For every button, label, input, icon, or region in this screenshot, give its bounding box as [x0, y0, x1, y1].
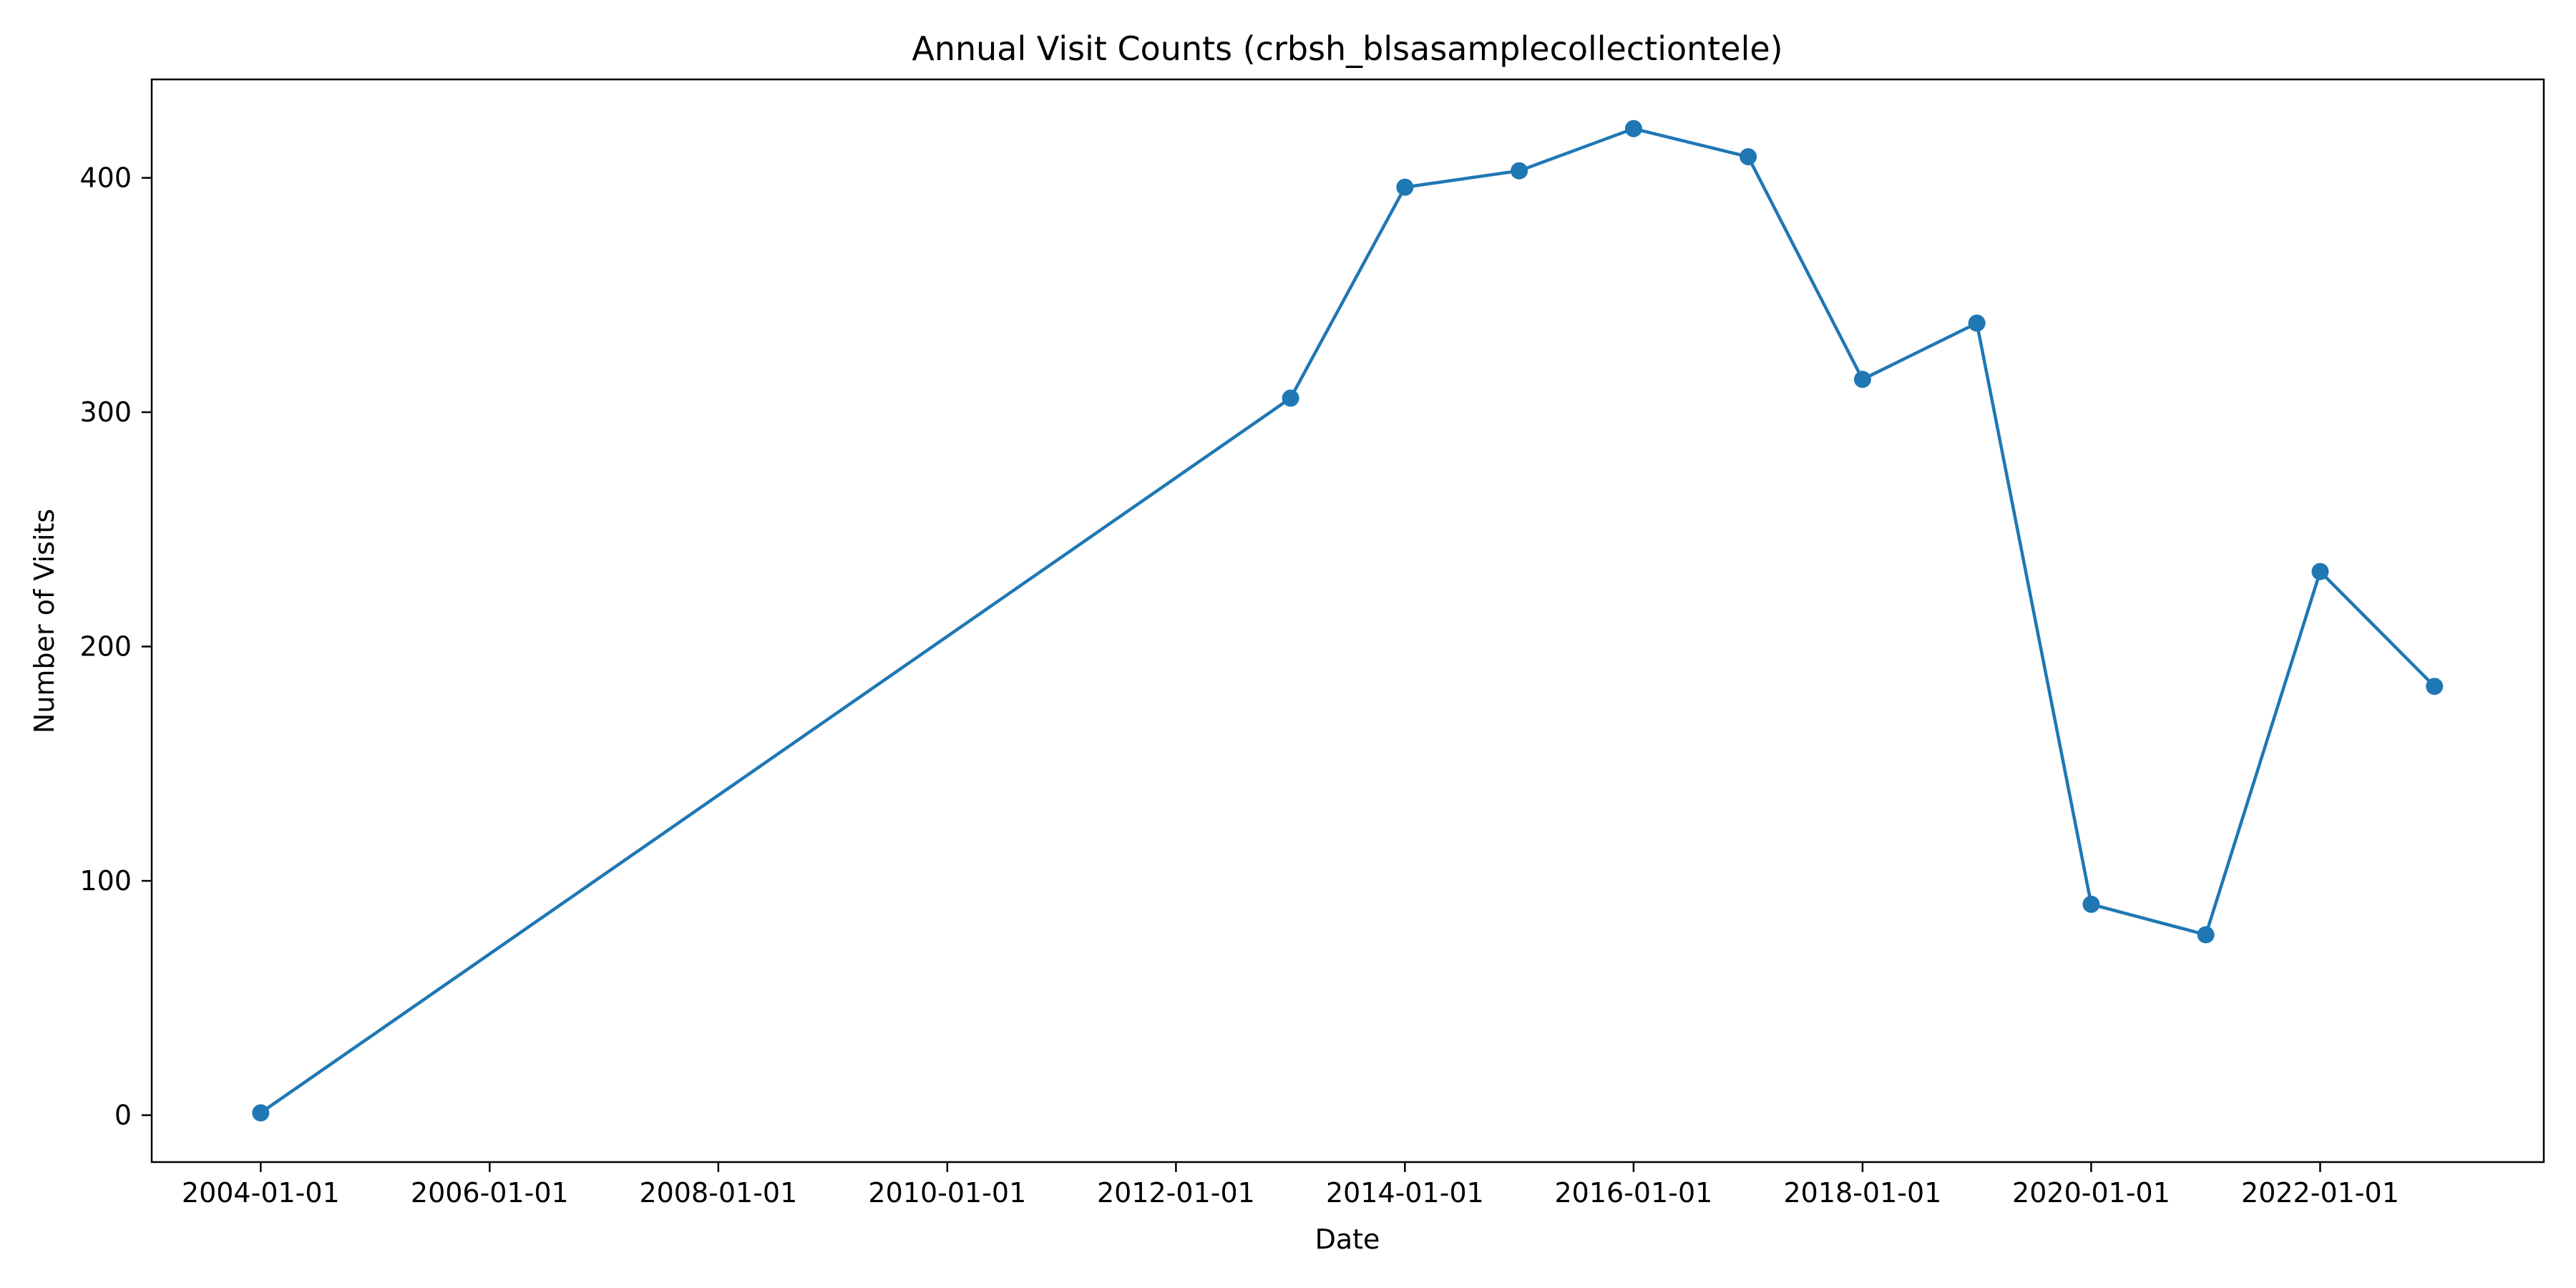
data-point — [2197, 926, 2215, 944]
y-tick-label: 200 — [79, 631, 132, 663]
data-point — [252, 1104, 270, 1122]
chart-title: Annual Visit Counts (crbsh_blsasamplecol… — [912, 29, 1782, 68]
x-tick-label: 2020-01-01 — [2012, 1177, 2170, 1209]
data-point — [2311, 562, 2329, 580]
y-axis-label: Number of Visits — [29, 509, 60, 733]
data-point — [1853, 371, 1871, 389]
x-tick-label: 2014-01-01 — [1326, 1177, 1484, 1209]
x-tick-label: 2012-01-01 — [1097, 1177, 1255, 1209]
x-axis-label: Date — [1315, 1224, 1380, 1255]
x-tick-label: 2010-01-01 — [868, 1177, 1026, 1209]
y-tick-label: 400 — [79, 162, 132, 194]
series-line — [259, 127, 2436, 1115]
x-tick-label: 2018-01-01 — [1783, 1177, 1941, 1209]
data-point — [1511, 162, 1528, 180]
y-tick-label: 100 — [79, 865, 132, 897]
data-point — [1740, 148, 1757, 166]
y-tick-label: 0 — [114, 1100, 132, 1131]
data-point — [2426, 678, 2444, 696]
x-axis: 2004-01-01 2006-01-01 2008-01-01 2010-01-01… — [182, 1162, 2399, 1209]
x-tick-label: 2004-01-01 — [182, 1177, 340, 1209]
data-point — [2082, 895, 2100, 913]
data-point — [1968, 314, 1986, 332]
data-point — [1396, 178, 1414, 196]
y-axis: 0 100 200 300 400 — [79, 162, 152, 1131]
data-point — [1282, 389, 1299, 407]
x-tick-label: 2008-01-01 — [639, 1177, 797, 1209]
x-tick-label: 2006-01-01 — [411, 1177, 569, 1209]
data-point — [1624, 119, 1642, 137]
y-tick-label: 300 — [79, 396, 132, 428]
series-group — [252, 119, 2444, 1122]
x-tick-label: 2022-01-01 — [2241, 1177, 2399, 1209]
x-tick-label: 2016-01-01 — [1555, 1177, 1713, 1209]
plot-frame — [150, 78, 2545, 1163]
